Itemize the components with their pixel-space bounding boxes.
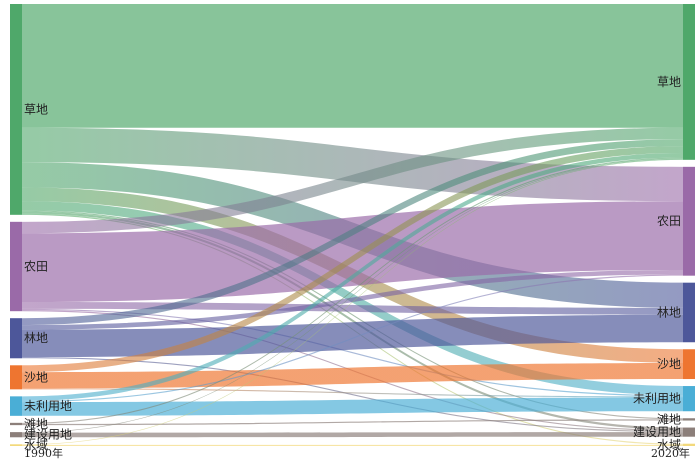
left-node-label: 水域 (24, 438, 48, 452)
left-node-label: 滩地 (24, 417, 48, 431)
left-node-label: 未利用地 (24, 399, 72, 413)
sankey-link (22, 201, 683, 303)
left-node-bar (10, 432, 22, 438)
right-node-label: 建设用地 (633, 425, 681, 439)
left-node-label: 沙地 (24, 370, 48, 384)
sankey-link (22, 211, 683, 430)
left-node-bar (10, 4, 22, 215)
left-node-bar (10, 365, 22, 390)
left-node-bar (10, 318, 22, 359)
right-node-label: 未利用地 (633, 392, 681, 406)
left-column-label: 1990年 (24, 446, 63, 460)
right-node-bar (683, 349, 695, 380)
right-node-bar (683, 386, 695, 412)
right-node-label: 林地 (657, 305, 681, 319)
sankey-link (22, 159, 683, 445)
sankey-link (22, 152, 683, 401)
left-node-bar (10, 422, 22, 426)
right-node-label: 草地 (657, 75, 681, 89)
right-node-label: 水域 (657, 438, 681, 452)
sankey-link (22, 146, 683, 373)
sankey-link (22, 139, 683, 326)
left-node-bar (10, 221, 22, 312)
left-node-label: 草地 (24, 102, 48, 116)
sankey-link (22, 432, 683, 438)
sankey-link (22, 157, 683, 424)
nodes-layer (10, 4, 695, 446)
left-node-label: 林地 (24, 331, 48, 345)
left-node-label: 建设用地 (24, 428, 72, 442)
links-layer (22, 4, 683, 446)
sankey-link (22, 127, 683, 234)
sankey-link (22, 363, 683, 389)
right-node-bar (683, 443, 695, 446)
right-node-bar (683, 418, 695, 421)
sankey-link (22, 210, 683, 420)
left-node-bar (10, 396, 22, 416)
right-node-label: 滩地 (657, 412, 681, 426)
sankey-link (22, 444, 683, 446)
sankey-link (22, 274, 683, 403)
right-node-bar (683, 427, 695, 437)
sankey-link (22, 397, 683, 416)
right-node-bar (683, 166, 695, 276)
right-node-bar (683, 4, 695, 160)
sankey-link (22, 4, 683, 128)
right-node-label: 沙地 (657, 357, 681, 371)
sankey-link (22, 419, 683, 426)
sankey-link (22, 388, 683, 398)
right-node-label: 农田 (657, 214, 681, 228)
sankey-link (22, 158, 683, 433)
right-column-label: 2020年 (651, 446, 690, 460)
right-node-bar (683, 282, 695, 343)
left-node-bar (10, 444, 22, 446)
sankey-link (22, 308, 683, 397)
sankey-link (22, 357, 683, 433)
left-node-label: 农田 (24, 260, 48, 274)
sankey-link (22, 269, 683, 330)
